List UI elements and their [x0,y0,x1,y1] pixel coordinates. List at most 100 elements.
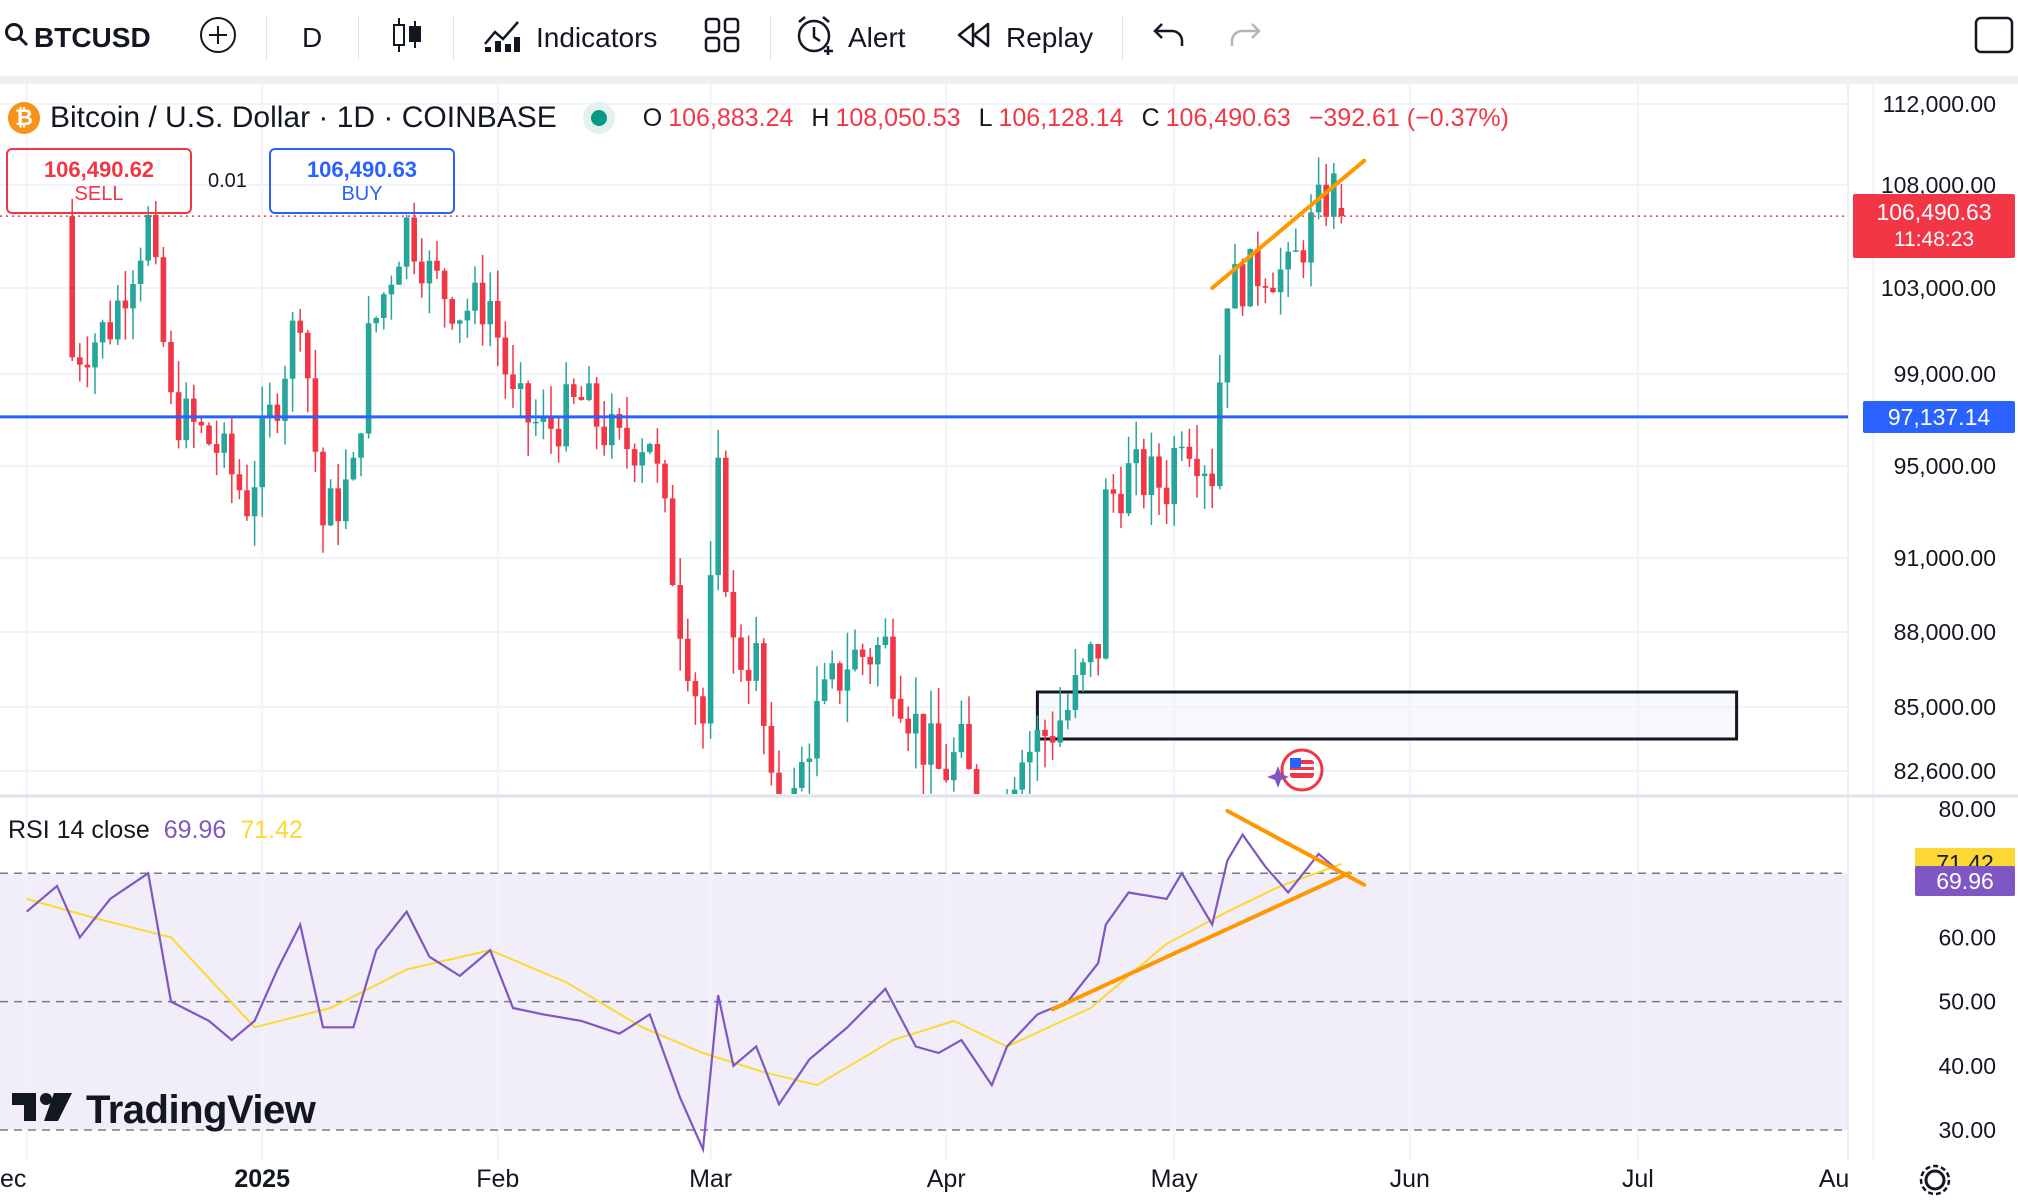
candle-body [244,490,250,517]
indicators-button[interactable]: Indicators [482,0,657,76]
candle-body [920,713,927,765]
low-value: 106,128.14 [998,103,1124,132]
us-flag-event-icon[interactable] [1267,748,1324,792]
candles-icon [390,15,424,62]
candle-body [122,300,129,309]
compare-symbol-button[interactable] [198,0,238,76]
symbol-search-button[interactable]: BTCUSD [4,0,151,76]
tradingview-logo[interactable]: TradingView [12,1088,316,1133]
layouts-button[interactable] [704,0,740,76]
candle-body [814,700,820,759]
candle-body [1232,264,1238,309]
close-label: C [1141,103,1160,132]
candle-body [616,414,623,428]
candle-body [776,772,782,794]
candle-body [1308,212,1314,263]
candle-body [358,433,364,458]
candle-body [677,585,683,639]
time-tick-label: ec [0,1165,26,1193]
sell-button[interactable]: 106,490.62 SELL [6,148,192,214]
rising-trendline-drawing[interactable] [1210,158,1367,290]
candle-body [1141,449,1147,496]
open-value: 106,883.24 [668,103,794,132]
rsi-band-lines [0,872,1848,1131]
redo-icon [1228,20,1262,57]
candle-body [875,644,881,665]
chart-type-button[interactable] [390,0,424,76]
candle-body [1103,489,1109,659]
candle-body [191,398,197,422]
rsi-upper-trendline[interactable] [1225,808,1367,887]
candle-body [1323,184,1329,217]
indicators-icon [482,17,522,60]
rsi-legend[interactable]: RSI 14 close 69.96 71.42 [8,816,303,845]
candle-body [350,457,357,480]
rsi-legend-value: 69.96 [163,816,227,844]
candle-body [457,320,463,324]
rectangle-drawing[interactable] [1035,690,1739,741]
candle-body [1331,173,1337,217]
interval-button[interactable]: D [302,0,322,76]
candles [69,157,1345,794]
candle-body [213,444,220,453]
undo-button[interactable] [1152,0,1186,76]
market-status-dot[interactable] [590,110,607,126]
settings-gear-icon[interactable] [1919,1164,1951,1196]
alert-button[interactable]: Alert [794,0,906,76]
candle-body [77,357,83,365]
candle-body [730,591,737,638]
rsi-tick-label: 60.00 [1938,924,1996,950]
horizontal-line-price-label: 97,137.14 [1863,400,2015,433]
candle-body [867,656,873,665]
candle-body [343,479,349,522]
candle-body [441,270,448,300]
interval-label: D [302,22,323,53]
candle-body [1118,493,1124,514]
fullscreen-button[interactable] [1974,0,2014,76]
toolbar-divider [1122,16,1123,60]
candle-body [335,488,341,522]
candle-body [571,384,577,398]
grid-layout-icon [704,17,740,60]
candle-body [305,332,311,379]
time-axis-labels: ec 2025 Feb Mar Apr May Jun Jul Au [0,1165,1849,1193]
rsi-lower-trendline[interactable] [1050,871,1351,1012]
candle-body [715,457,721,576]
candle-body [859,649,866,657]
symbol-legend[interactable]: ₿ Bitcoin / U.S. Dollar · 1D · COINBASE … [8,98,1509,138]
candle-body [267,404,273,419]
candle-body [1255,248,1261,287]
symbol-title: Bitcoin / U.S. Dollar · 1D · COINBASE [50,101,557,134]
candle-body [1194,458,1200,477]
candle-body [601,426,607,446]
high-value: 108,050.53 [835,103,961,132]
candle-body [1201,473,1208,477]
candle-body [107,322,113,340]
buy-price: 106,490.63 [306,157,418,182]
rsi-tick-label: 40.00 [1938,1053,1996,1079]
candle-body [821,679,828,701]
candle-body [791,788,797,794]
candle-body [973,769,980,794]
candle-body [1277,269,1284,293]
buy-button[interactable]: 106,490.63 BUY [269,148,455,214]
alert-label: Alert [848,22,906,53]
candle-body [153,214,159,258]
candle-body [472,282,478,311]
time-tick-label: Jun [1390,1165,1430,1193]
alarm-clock-icon [794,14,836,63]
buy-label: BUY [341,183,383,205]
candle-body [373,318,379,324]
redo-button[interactable] [1228,0,1262,76]
candle-body [905,718,911,734]
candle-body [882,636,889,645]
rsi-tick-label: 80.00 [1938,796,1996,822]
candle-body [1125,463,1132,514]
replay-button[interactable]: Replay [956,0,1093,76]
candle-body [183,398,189,441]
close-value: 106,490.63 [1165,103,1291,132]
candle-body [479,282,486,325]
rsi-title: RSI 14 close [8,816,150,844]
sell-price: 106,490.62 [43,157,155,182]
